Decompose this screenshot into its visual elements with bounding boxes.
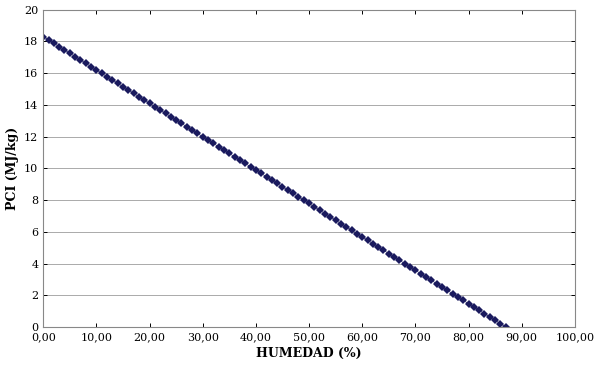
X-axis label: HUMEDAD (%): HUMEDAD (%) (256, 347, 362, 361)
Y-axis label: PCI (MJ/kg): PCI (MJ/kg) (5, 127, 19, 210)
